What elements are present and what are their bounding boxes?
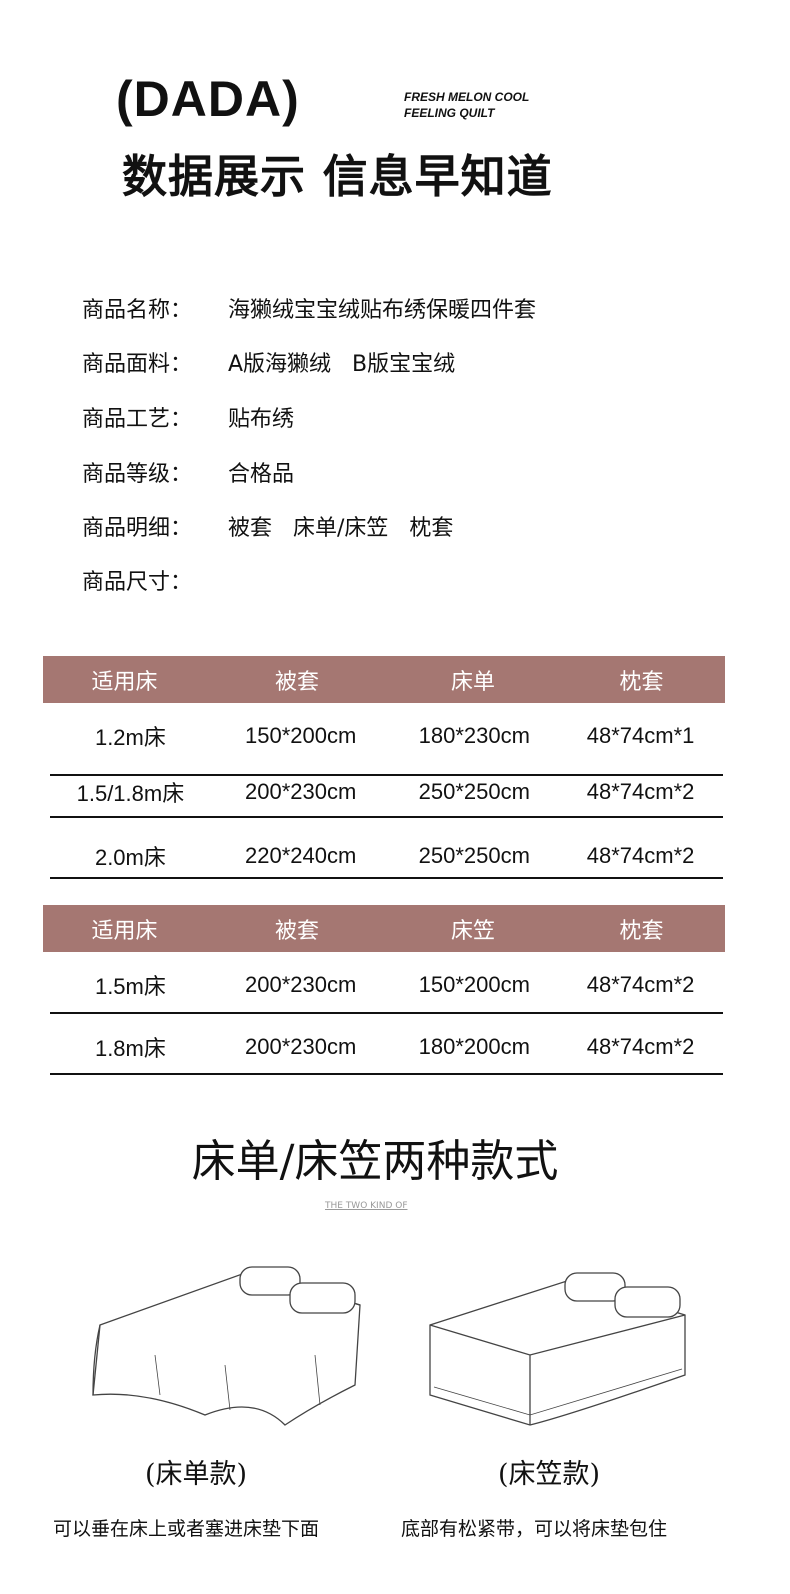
cell: 48*74cm*2 bbox=[586, 843, 695, 868]
cell: 1.5/1.8m床 bbox=[76, 781, 185, 806]
cell: 200*230cm bbox=[244, 779, 357, 804]
tagline-line-1: FRESH MELON COOL bbox=[404, 90, 530, 104]
tagline: FRESH MELON COOL FEELING QUILT bbox=[404, 89, 529, 121]
cell: 48*74cm*2 bbox=[586, 1034, 695, 1059]
header-cell: 适用床 bbox=[91, 918, 158, 944]
info-value: 合格品 bbox=[228, 462, 295, 487]
divider bbox=[50, 877, 723, 879]
cell: 250*250cm bbox=[418, 779, 530, 804]
cell: 1.8m床 bbox=[94, 1036, 166, 1061]
cell: 48*74cm*2 bbox=[586, 972, 695, 997]
info-row: 商品面料： A版海獭绒 B版宝宝绒 bbox=[82, 346, 455, 378]
cell: 220*240cm bbox=[244, 843, 357, 868]
info-row: 商品名称： 海獭绒宝宝绒贴布绣保暖四件套 bbox=[82, 292, 536, 324]
info-label: 商品工艺： bbox=[82, 407, 193, 432]
info-row: 商品工艺： 贴布绣 bbox=[82, 401, 294, 433]
info-value: 海獭绒宝宝绒贴布绣保暖四件套 bbox=[228, 298, 537, 323]
info-row: 商品尺寸： bbox=[82, 564, 228, 596]
header-cell: 被套 bbox=[274, 918, 319, 944]
info-label: 商品名称： bbox=[82, 298, 193, 323]
table-row: 1.8m床 200*230cm 180*200cm 48*74cm*2 bbox=[50, 1031, 723, 1063]
flat-sheet-caption: 可以垂在床上或者塞进床垫下面 bbox=[53, 1518, 320, 1540]
divider bbox=[50, 1073, 723, 1075]
table-row: 2.0m床 220*240cm 250*250cm 48*74cm*2 bbox=[50, 840, 723, 872]
header-cell: 枕套 bbox=[619, 669, 664, 695]
table-row: 1.2m床 150*200cm 180*230cm 48*74cm*1 bbox=[50, 720, 723, 752]
cell: 2.0m床 bbox=[94, 845, 166, 870]
header-cell: 适用床 bbox=[91, 669, 158, 695]
cell: 200*230cm bbox=[244, 1034, 357, 1059]
info-label: 商品面料： bbox=[82, 352, 193, 377]
header-cell: 被套 bbox=[274, 669, 319, 695]
divider bbox=[50, 774, 723, 776]
section-subheading: THE TWO KIND OF bbox=[325, 1201, 408, 1211]
cell: 250*250cm bbox=[418, 843, 530, 868]
cell: 48*74cm*1 bbox=[586, 723, 695, 748]
divider bbox=[50, 1012, 723, 1014]
cell: 180*230cm bbox=[418, 723, 530, 748]
header-cell: 床笠 bbox=[450, 918, 495, 944]
table-header: 适用床 被套 床笠 枕套 bbox=[43, 905, 725, 952]
info-label: 商品等级： bbox=[82, 462, 193, 487]
cell: 150*200cm bbox=[244, 723, 357, 748]
flat-sheet-label: (床单款) bbox=[145, 1459, 248, 1490]
table-header: 适用床 被套 床单 枕套 bbox=[43, 656, 725, 703]
header-cell: 床单 bbox=[450, 669, 495, 695]
divider bbox=[50, 816, 723, 818]
fitted-sheet-caption: 底部有松紧带，可以将床垫包住 bbox=[401, 1518, 668, 1540]
brand-logo: (DADA) bbox=[116, 71, 300, 127]
table-row: 1.5m床 200*230cm 150*200cm 48*74cm*2 bbox=[50, 969, 723, 1001]
cell: 200*230cm bbox=[244, 972, 357, 997]
fitted-sheet-label: (床笠款) bbox=[498, 1459, 601, 1490]
section-heading: 床单/床笠两种款式 bbox=[191, 1136, 559, 1187]
info-row: 商品等级： 合格品 bbox=[82, 456, 294, 488]
header-cell: 枕套 bbox=[619, 918, 664, 944]
flat-sheet-bed-illustration bbox=[92, 1266, 361, 1426]
info-value: 被套 床单/床笠 枕套 bbox=[228, 516, 454, 541]
cell: 150*200cm bbox=[418, 972, 530, 997]
info-value: 贴布绣 bbox=[228, 407, 295, 432]
cell: 1.2m床 bbox=[94, 725, 166, 750]
info-label: 商品尺寸： bbox=[82, 570, 193, 595]
fitted-sheet-bed-illustration bbox=[429, 1272, 686, 1426]
page-title: 数据展示 信息早知道 bbox=[122, 150, 553, 203]
tagline-line-2: FEELING QUILT bbox=[404, 106, 495, 120]
cell: 48*74cm*2 bbox=[586, 779, 695, 804]
info-value: A版海獭绒 B版宝宝绒 bbox=[228, 352, 456, 377]
info-row: 商品明细： 被套 床单/床笠 枕套 bbox=[82, 510, 453, 542]
cell: 180*200cm bbox=[418, 1034, 530, 1059]
table-row: 1.5/1.8m床 200*230cm 250*250cm 48*74cm*2 bbox=[50, 776, 723, 808]
info-label: 商品明细： bbox=[82, 516, 193, 541]
cell: 1.5m床 bbox=[94, 974, 166, 999]
